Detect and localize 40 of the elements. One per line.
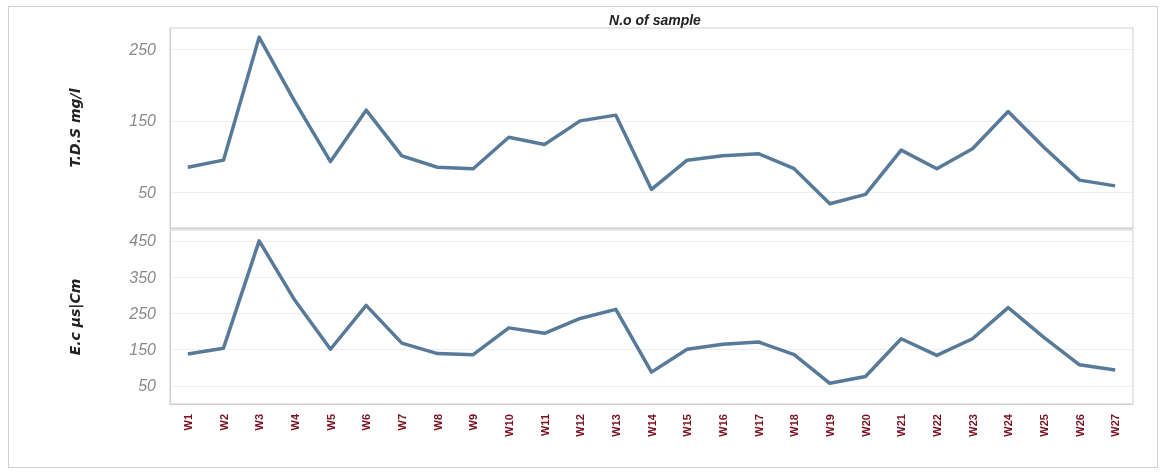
x-tick-label: W7 bbox=[395, 414, 408, 431]
x-tick-label: W24 bbox=[1002, 413, 1015, 437]
x-tick-label: W13 bbox=[609, 414, 622, 437]
y-tick-label: 150 bbox=[129, 341, 157, 359]
y-tick-label: 50 bbox=[138, 183, 157, 201]
x-tick-label: W20 bbox=[859, 414, 872, 437]
x-tick-label: W22 bbox=[930, 414, 943, 437]
x-tick-label: W8 bbox=[431, 414, 444, 431]
x-tick-label: W12 bbox=[574, 414, 587, 437]
x-tick-label: W26 bbox=[1073, 414, 1086, 437]
x-tick-label: W27 bbox=[1109, 414, 1122, 437]
x-tick-label: W10 bbox=[502, 414, 515, 437]
x-tick-label: W14 bbox=[645, 413, 658, 437]
x-tick-label: W2 bbox=[217, 414, 230, 431]
x-tick-label: W9 bbox=[467, 414, 480, 431]
x-tick-label: W6 bbox=[360, 414, 373, 431]
x-tick-label: W11 bbox=[538, 414, 551, 437]
x-tick-label: W23 bbox=[966, 414, 979, 437]
y-axis-title: E.c µs|Cm bbox=[67, 278, 84, 356]
x-tick-label: W17 bbox=[752, 414, 765, 437]
y-tick-label: 250 bbox=[128, 304, 157, 322]
y-axis-title: T.D.S mg/l bbox=[67, 88, 83, 168]
x-tick-label: W1 bbox=[181, 414, 194, 431]
x-tick-label: W15 bbox=[681, 414, 694, 437]
line-series bbox=[186, 35, 1117, 206]
x-tick-label: W16 bbox=[716, 414, 729, 437]
chart-title: N.o of sample bbox=[609, 12, 702, 28]
x-tick-label: W3 bbox=[253, 414, 266, 431]
y-tick-label: 250 bbox=[128, 40, 157, 58]
x-tick-label: W18 bbox=[788, 414, 801, 437]
x-tick-label: W4 bbox=[288, 413, 301, 431]
y-tick-label: 150 bbox=[129, 112, 157, 130]
y-tick-label: 50 bbox=[138, 377, 157, 395]
line-series bbox=[186, 239, 1117, 386]
x-tick-label: W21 bbox=[895, 414, 908, 437]
y-tick-label: 450 bbox=[129, 232, 157, 250]
x-tick-label: W25 bbox=[1037, 414, 1050, 437]
x-tick-label: W5 bbox=[324, 414, 337, 431]
y-tick-label: 350 bbox=[129, 268, 157, 286]
x-tick-label: W19 bbox=[823, 414, 836, 437]
